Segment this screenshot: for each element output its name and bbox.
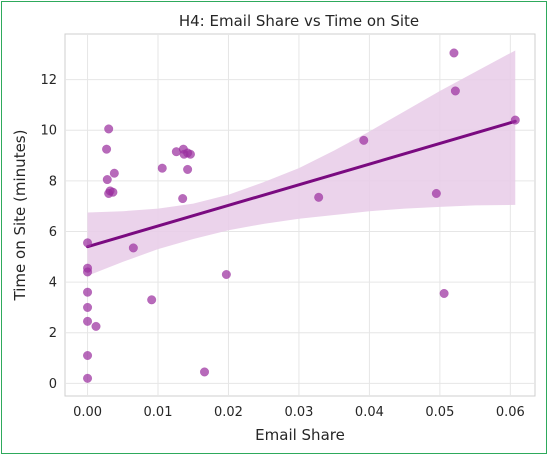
x-tick-label: 0.02 bbox=[214, 405, 243, 420]
data-point bbox=[157, 163, 167, 173]
data-point bbox=[221, 269, 231, 280]
data-point bbox=[82, 316, 93, 326]
y-tick-label: 12 bbox=[40, 73, 57, 88]
y-tick-label: 8 bbox=[49, 174, 57, 189]
data-point bbox=[82, 238, 93, 248]
data-point bbox=[439, 288, 449, 299]
data-point bbox=[147, 295, 157, 305]
y-tick-label: 0 bbox=[49, 377, 57, 392]
data-point bbox=[431, 188, 441, 199]
y-tick-label: 10 bbox=[40, 124, 57, 139]
regression-line-layer bbox=[86, 119, 517, 249]
data-point bbox=[104, 124, 114, 134]
data-point bbox=[102, 175, 112, 185]
data-point bbox=[82, 373, 93, 383]
x-tick-label: 0.04 bbox=[355, 405, 384, 420]
data-point bbox=[314, 192, 324, 202]
confidence-band-layer bbox=[87, 50, 516, 276]
x-tick-label: 0.03 bbox=[284, 405, 313, 420]
x-tick-label: 0.00 bbox=[73, 405, 102, 420]
data-point bbox=[178, 193, 188, 204]
y-tick-label: 4 bbox=[49, 276, 57, 291]
x-tick-label: 0.01 bbox=[144, 405, 173, 420]
y-axis-label: Time on Site (minutes) bbox=[11, 130, 29, 302]
data-point bbox=[185, 149, 195, 159]
data-point bbox=[183, 164, 193, 174]
x-axis-label: Email Share bbox=[255, 426, 345, 444]
data-point bbox=[102, 144, 112, 154]
data-point bbox=[510, 115, 520, 125]
data-point bbox=[359, 135, 369, 145]
data-point bbox=[108, 187, 118, 197]
data-point bbox=[128, 243, 138, 253]
data-point bbox=[91, 321, 101, 331]
data-point bbox=[109, 168, 119, 178]
data-point bbox=[450, 86, 460, 96]
x-tick-label: 0.06 bbox=[496, 405, 525, 420]
data-point bbox=[199, 367, 210, 377]
y-axis-ticks: 0 2 4 6 8 10 12 bbox=[40, 73, 57, 392]
regression-line bbox=[86, 119, 517, 249]
confidence-band bbox=[87, 50, 516, 276]
y-tick-label: 6 bbox=[49, 225, 57, 240]
y-tick-label: 2 bbox=[49, 326, 57, 341]
data-points bbox=[82, 48, 520, 383]
x-tick-label: 0.05 bbox=[425, 405, 454, 420]
chart-title: H4: Email Share vs Time on Site bbox=[179, 12, 419, 30]
data-point bbox=[82, 302, 93, 312]
data-point bbox=[82, 287, 93, 297]
data-point bbox=[449, 48, 459, 58]
x-axis-ticks: 0.00 0.01 0.02 0.03 0.04 0.05 0.06 bbox=[73, 405, 525, 420]
data-point bbox=[82, 350, 93, 361]
data-point bbox=[82, 267, 93, 277]
